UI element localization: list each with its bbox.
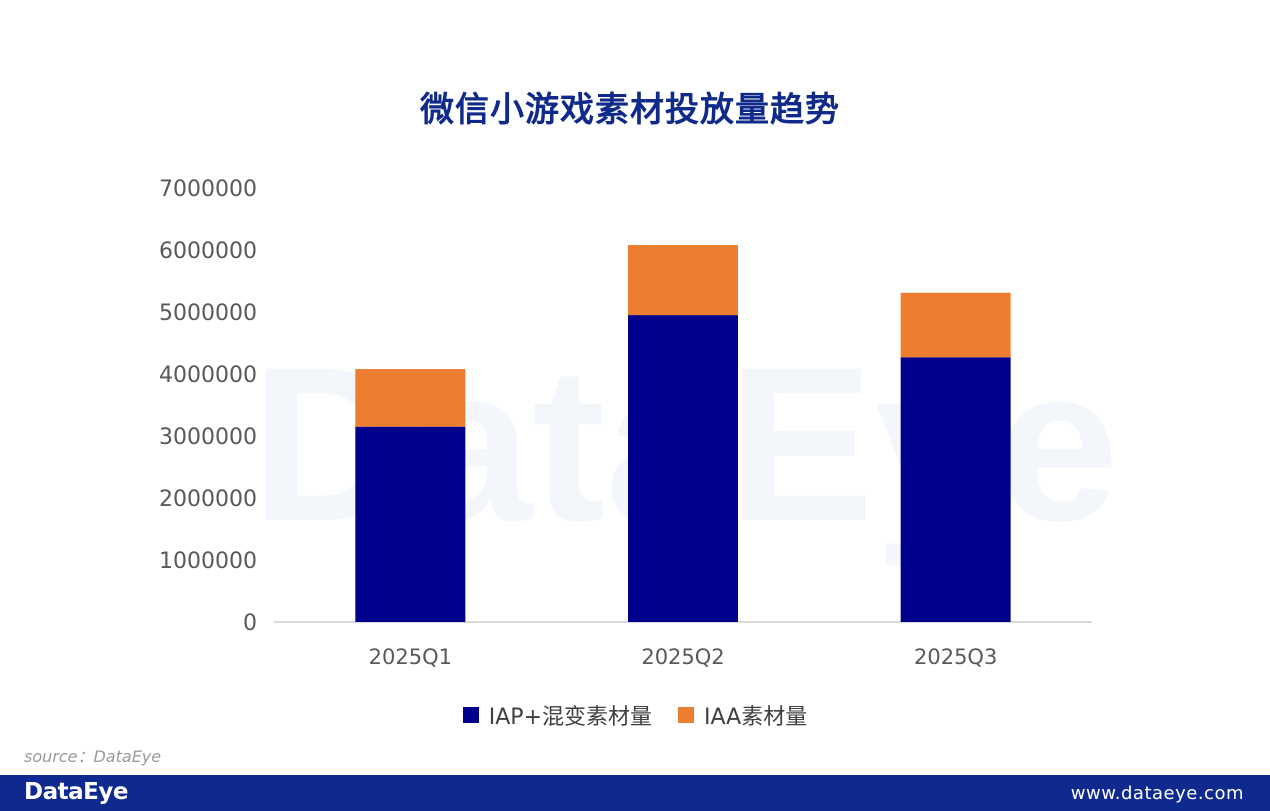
footer-logo: DataEye [24,779,128,805]
bar-segment-iap [628,315,738,622]
plot-area: 0 1000000 2000000 3000000 4000000 5000000 6000… [159,177,1092,669]
legend-item-iap: IAP+混变素材量 [462,699,653,731]
y-tick-label: 4000000 [159,363,257,388]
y-tick-label: 3000000 [159,425,257,450]
chart-legend: IAP+混变素材量 IAA素材量 [0,699,1270,731]
stacked-bar-chart: DataEye 01000000200000030000004000000500… [159,177,1119,669]
x-tick-label: 2025Q1 [369,645,452,669]
y-tick-label: 5000000 [159,301,257,326]
bar-segment-iaa [900,292,1011,358]
bar-segment-iaa [355,369,466,427]
y-tick-label: 2000000 [159,487,257,512]
legend-swatch-iap [462,707,479,723]
bar-segment-iaa [628,245,738,316]
footer-url[interactable]: www.dataeye.com [1070,783,1244,804]
chart-title: 微信小游戏素材投放量趋势 [420,90,840,130]
y-tick-label: 6000000 [159,239,257,264]
y-tick-label: 0 [243,611,257,636]
legend-item-iaa: IAA素材量 [678,699,807,731]
legend-swatch-iaa [678,707,695,723]
y-tick-label: 1000000 [159,549,257,574]
y-tick-label: 7000000 [159,177,257,202]
legend-label-iap: IAP+混变素材量 [488,705,653,730]
x-tick-label: 2025Q2 [641,645,724,669]
footer-bar: DataEye www.dataeye.com [0,775,1270,811]
x-tick-label: 2025Q3 [914,645,997,669]
source-note: source：DataEye [24,747,162,766]
legend-label-iaa: IAA素材量 [704,705,808,730]
bar-segment-iap [355,426,466,622]
bar-segment-iap [900,357,1011,622]
